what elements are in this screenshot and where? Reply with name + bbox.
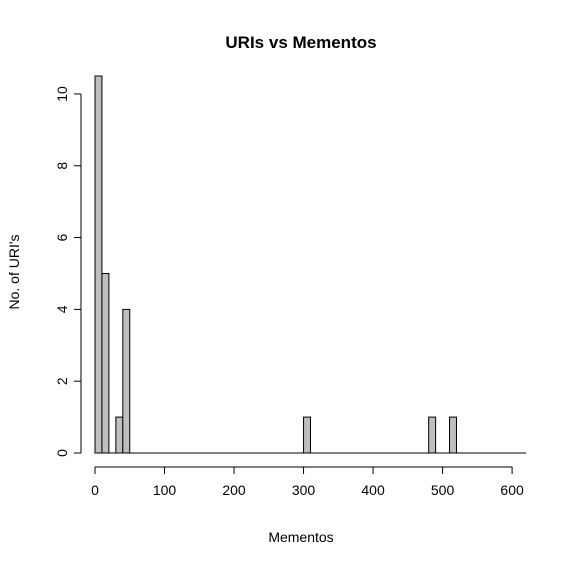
x-tick-label: 0 [91, 482, 99, 498]
chart-title: URIs vs Mementos [225, 33, 376, 52]
histogram-bar [115, 416, 124, 454]
y-tick-label: 6 [54, 233, 70, 241]
x-tick-label: 400 [361, 482, 385, 498]
y-tick-label: 10 [54, 86, 70, 102]
histogram-bar [449, 416, 457, 454]
histogram-bar [303, 416, 312, 454]
y-tick-label: 2 [54, 377, 70, 385]
y-axis-label: No. of URI's [6, 234, 22, 309]
y-tick-label: 4 [54, 305, 70, 313]
x-tick-label: 600 [500, 482, 524, 498]
x-axis-label: Mementos [268, 529, 333, 545]
x-tick-label: 200 [222, 482, 246, 498]
x-tick-label: 300 [292, 482, 316, 498]
bars-layer [94, 75, 526, 454]
y-tick-label: 0 [54, 449, 70, 457]
x-tick-label: 100 [153, 482, 177, 498]
y-tick-label: 8 [54, 162, 70, 170]
histogram-bar [428, 416, 437, 454]
y-axis: 0 2 4 6 8 10 [54, 86, 82, 457]
histogram-bar [101, 272, 110, 454]
x-axis: 0 100 200 300 400 500 600 [91, 466, 524, 498]
histogram-bar [94, 75, 103, 454]
histogram-bar [122, 308, 131, 454]
x-tick-label: 500 [431, 482, 455, 498]
